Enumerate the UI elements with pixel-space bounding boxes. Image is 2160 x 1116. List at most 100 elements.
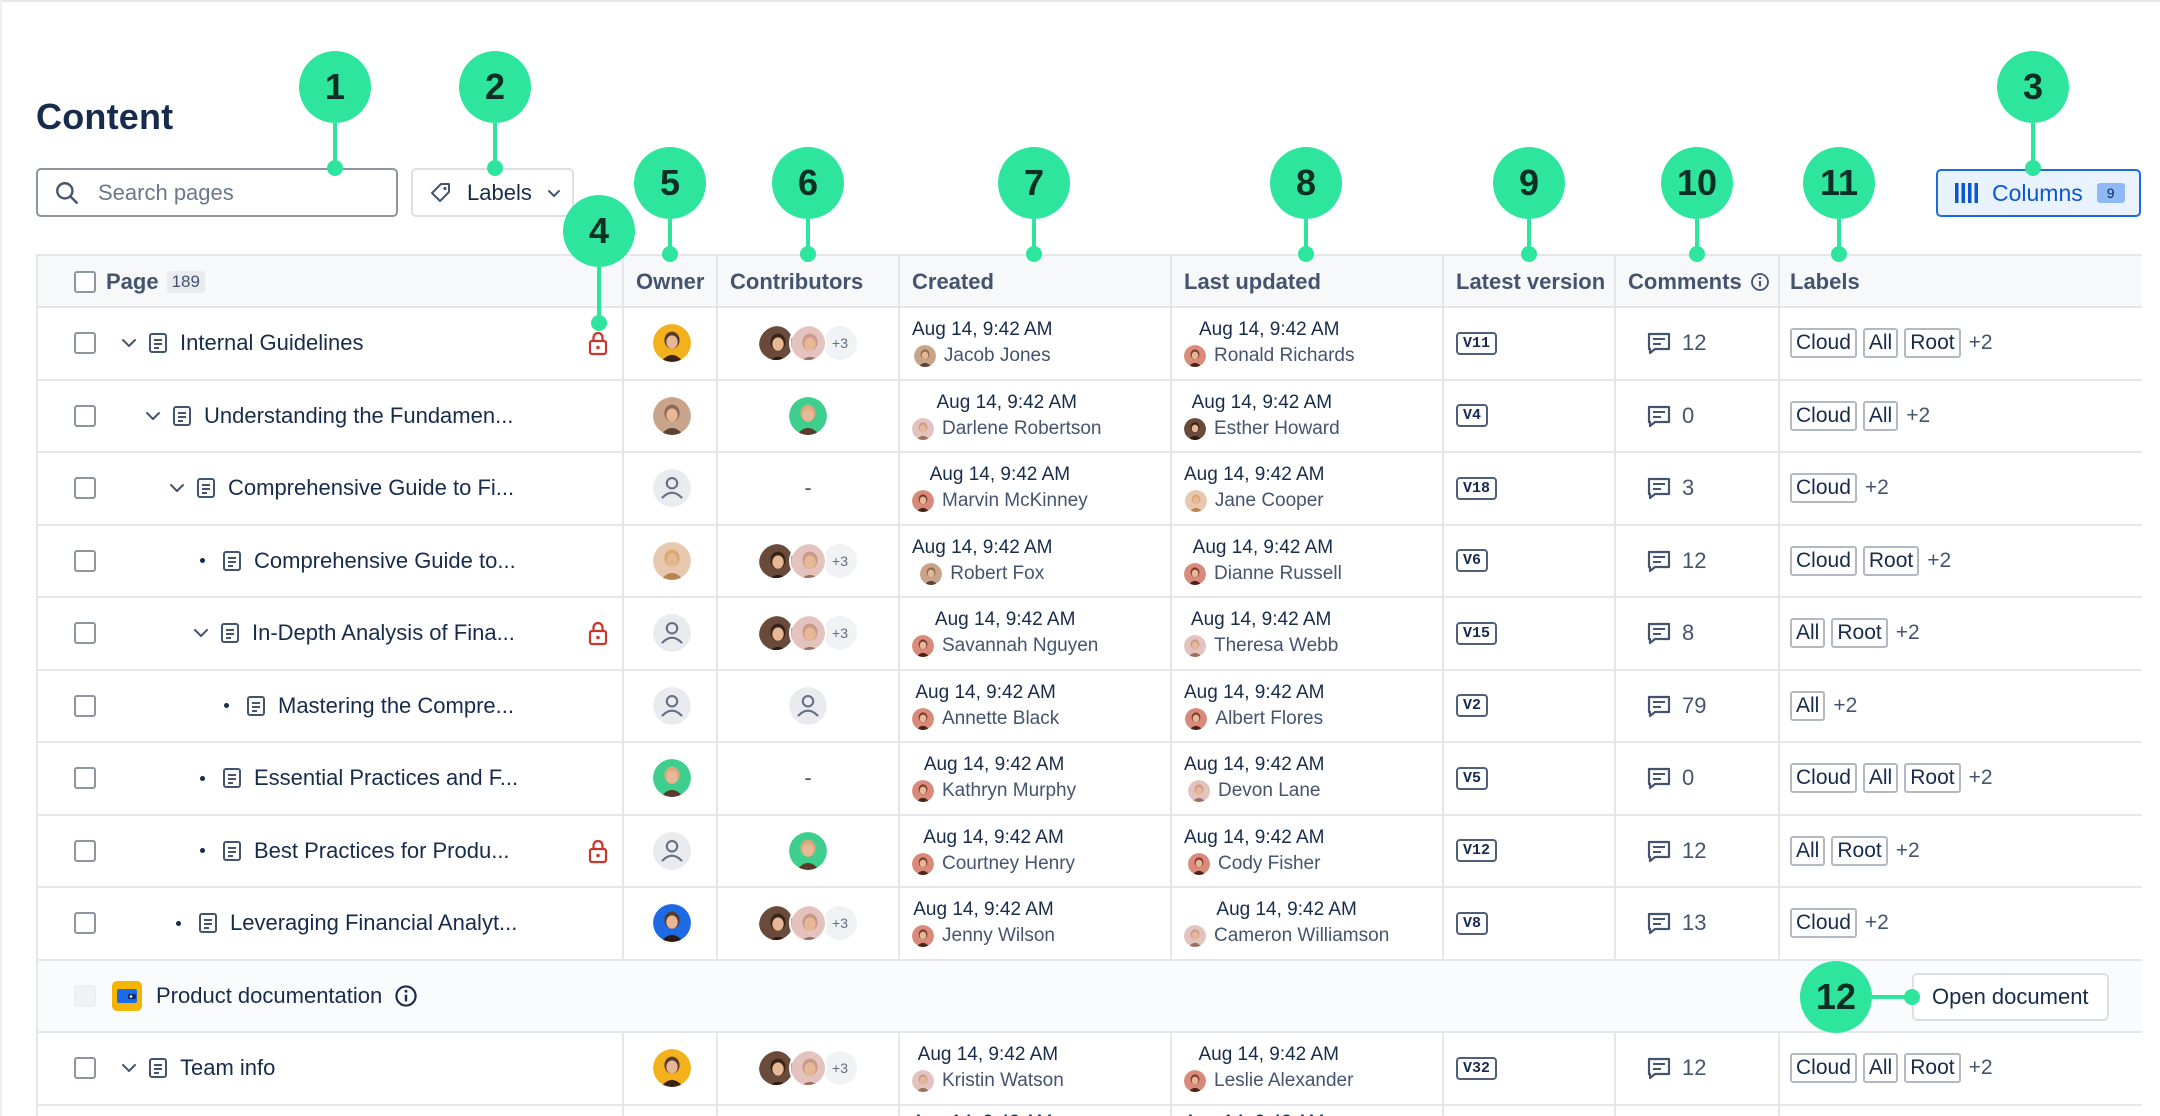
created-person[interactable]: Jacob Jones [913,343,1051,369]
labels-more[interactable]: +2 [1833,693,1858,717]
labels-more[interactable]: +2 [1968,766,1993,790]
owner-avatar[interactable] [653,686,691,725]
label-tag[interactable]: All [1862,1053,1899,1084]
contributors-stack[interactable]: +3 [757,614,859,653]
label-tag[interactable]: All [1862,400,1899,431]
created-person[interactable]: Darlene Robertson [912,416,1101,442]
updated-person[interactable]: Dianne Russell [1184,561,1342,587]
comments-cell[interactable]: 13 [1646,888,1706,959]
version-badge[interactable]: V32 [1456,1056,1498,1080]
created-person[interactable]: Annette Black [912,706,1059,732]
contributors-stack[interactable]: +3 [757,1049,859,1088]
owner-avatar[interactable] [653,1049,691,1088]
label-tag[interactable]: All [1790,835,1826,866]
owner-avatar[interactable] [653,396,691,435]
label-tag[interactable]: Cloud [1790,908,1857,939]
table-row[interactable]: Mastering the Compre... Aug 14, 9:42 AM An… [38,670,2142,743]
label-tag[interactable]: Cloud [1790,545,1857,576]
comments-cell[interactable]: 12 [1646,526,1706,597]
label-tag[interactable]: Root [1831,618,1888,649]
search-input[interactable] [98,179,378,206]
open-document-button[interactable]: Open document [1912,972,2109,1021]
label-tag[interactable]: All [1862,328,1899,359]
lock-icon[interactable] [586,598,610,669]
page-title-cell[interactable]: Mastering the Compre... [216,671,514,742]
updated-person[interactable]: Ronald Richards [1184,343,1354,369]
row-checkbox[interactable] [74,1057,96,1080]
page-title-cell[interactable]: In-Depth Analysis of Fina... [192,598,515,669]
labels-more[interactable]: +2 [1864,476,1889,500]
table-row[interactable]: Best Practices for Produ... Aug 14, 9:42 … [38,815,2142,888]
header-contributors[interactable]: Contributors [730,269,864,294]
created-person[interactable]: Robert Fox [920,561,1044,587]
info-icon[interactable] [394,984,418,1008]
labels-more[interactable]: +2 [1927,548,1952,572]
header-comments[interactable]: Comments [1628,256,1770,308]
table-row[interactable]: Team info +3 Aug 14, 9:42 AM Kristin Watson… [38,1033,2142,1106]
header-owner[interactable]: Owner [636,269,705,294]
labels-more[interactable]: +2 [1968,1056,1993,1080]
labels-more[interactable]: +2 [1895,838,1920,862]
table-row[interactable]: Leveraging Financial Analyt... +3 Aug 14, … [38,888,2142,961]
owner-avatar[interactable] [653,541,691,580]
owner-avatar[interactable] [653,759,691,798]
comments-cell[interactable]: 79 [1646,671,1706,742]
row-checkbox[interactable] [74,332,96,355]
version-badge[interactable]: V6 [1456,549,1489,573]
version-badge[interactable]: V8 [1456,911,1489,935]
label-tag[interactable]: Cloud [1790,1053,1857,1084]
contributors-stack[interactable]: +3 [757,904,859,943]
select-all-checkbox[interactable] [74,271,96,293]
page-title-cell[interactable]: Essential Practices and F... [192,743,518,814]
owner-avatar[interactable] [653,831,691,870]
version-badge[interactable]: V11 [1456,331,1498,355]
label-tag[interactable]: Root [1831,835,1888,866]
table-row[interactable]: In-Depth Analysis of Fina... +3 Aug 14, 9:… [38,598,2142,671]
table-row[interactable]: Internal Guidelines +3 Aug 14, 9:42 AM Jaco… [38,308,2142,381]
label-tag[interactable]: Root [1904,328,1961,359]
row-checkbox[interactable] [74,767,96,790]
page-title-cell[interactable]: Comprehensive Guide to... [192,526,516,597]
created-person[interactable]: Kristin Watson [912,1068,1064,1094]
search-box[interactable] [36,168,398,217]
lock-icon[interactable] [586,816,610,887]
owner-avatar[interactable] [653,614,691,653]
lock-icon[interactable] [586,308,610,379]
contributors-stack[interactable]: +3 [757,324,859,363]
label-tag[interactable]: Root [1904,763,1961,794]
updated-person[interactable]: Esther Howard [1184,416,1340,442]
owner-avatar[interactable] [653,469,691,508]
comments-cell[interactable]: 8 [1646,598,1694,669]
contributor-avatar[interactable] [789,686,827,725]
space-row[interactable]: Product documentation Open document [38,960,2142,1033]
row-checkbox[interactable] [74,477,96,500]
page-title-cell[interactable]: Understanding the Fundamen... [144,381,513,452]
row-checkbox[interactable] [74,912,96,935]
owner-avatar[interactable] [653,324,691,363]
header-latest-version[interactable]: Latest version [1456,269,1606,294]
labels-more[interactable]: +2 [1968,331,1993,355]
labels-more[interactable]: +2 [1895,621,1920,645]
contributor-avatar[interactable] [789,396,827,435]
created-person[interactable]: Marvin McKinney [912,488,1088,514]
version-badge[interactable]: V5 [1456,766,1489,790]
updated-person[interactable]: Cameron Williamson [1184,923,1389,949]
label-tag[interactable]: Root [1862,545,1920,576]
chevron-down-icon[interactable] [168,479,186,497]
label-tag[interactable]: All [1790,618,1826,649]
updated-person[interactable]: Albert Flores [1185,706,1323,732]
table-row[interactable]: Essential Practices and F... - Aug 14, 9:4… [38,743,2142,816]
version-badge[interactable]: V15 [1456,621,1498,645]
comments-cell[interactable]: 0 [1646,381,1694,452]
header-labels[interactable]: Labels [1790,269,1860,294]
page-title-cell[interactable]: Comprehensive Guide to Fi... [168,453,514,524]
version-badge[interactable]: V4 [1456,404,1489,428]
page-title-cell[interactable]: Team info [120,1033,275,1104]
version-badge[interactable]: V2 [1456,694,1489,718]
comments-cell[interactable]: 12 [1646,308,1706,379]
version-badge[interactable]: V12 [1456,839,1498,863]
chevron-down-icon[interactable] [192,624,210,642]
comments-cell[interactable]: 12 [1646,1033,1706,1104]
updated-person[interactable]: Leslie Alexander [1184,1068,1353,1094]
table-row[interactable]: Comprehensive Guide to... +3 Aug 14, 9:42 … [38,525,2142,598]
